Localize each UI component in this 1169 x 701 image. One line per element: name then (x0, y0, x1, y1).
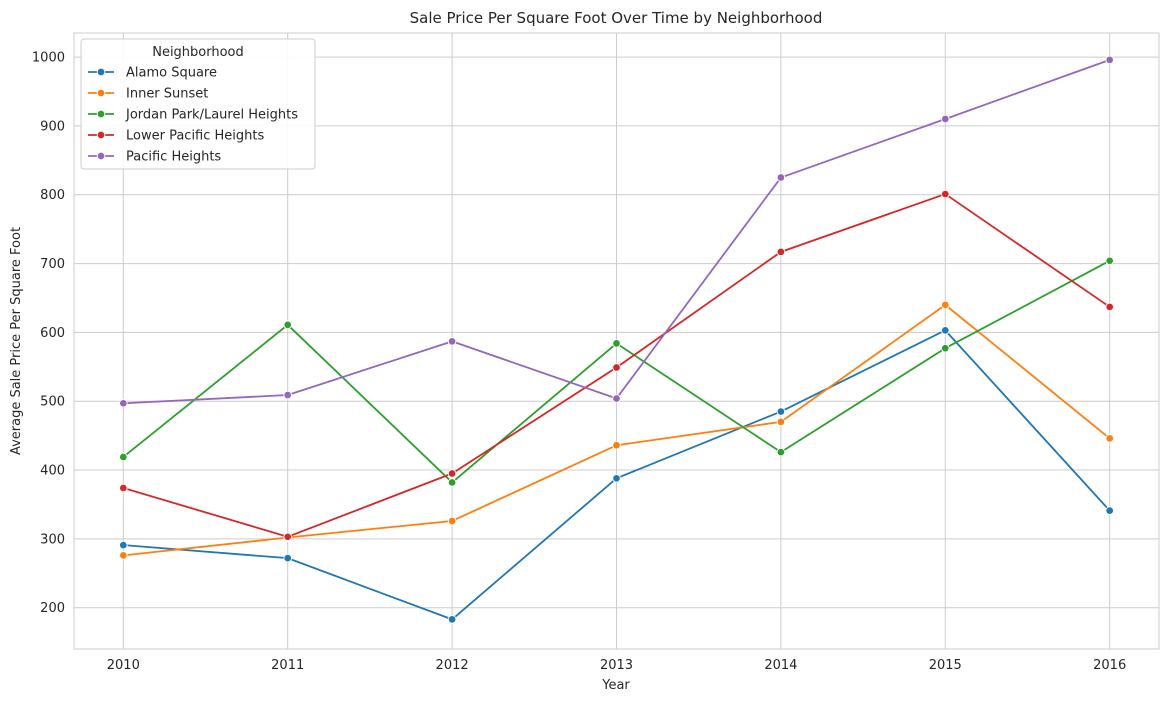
data-point (1105, 434, 1114, 443)
legend-item: Pacific Heights (88, 150, 221, 165)
legend-label: Lower Pacific Heights (126, 129, 264, 144)
data-point (447, 469, 457, 478)
y-tick-label: 900 (40, 119, 65, 134)
legend-item: Jordan Park/Laurel Heights (88, 108, 298, 123)
legend-label: Inner Sunset (126, 87, 208, 102)
data-point (612, 394, 621, 403)
data-point (941, 114, 950, 124)
data-point (612, 441, 621, 450)
legend: Neighborhood Alamo Square Inner Sunset Jor… (80, 38, 316, 170)
series-group (119, 55, 1114, 408)
y-axis-label: Average Sale Price Per Square Foot (9, 227, 24, 455)
x-tick-label: 2016 (1093, 658, 1126, 673)
x-tick-labels: 2010 2011 2012 2013 2014 2015 2016 (107, 658, 1126, 673)
legend-marker (96, 130, 106, 140)
legend-marker (96, 151, 106, 161)
series-group (119, 256, 1114, 487)
data-point (119, 399, 128, 408)
legend-title: Neighborhood (152, 45, 244, 60)
data-point (612, 339, 621, 348)
legend-marker (96, 88, 106, 98)
x-tick-label: 2012 (436, 658, 469, 673)
data-point (119, 452, 128, 462)
legend-item: Lower Pacific Heights (88, 129, 264, 144)
data-point (776, 407, 786, 416)
chart-title: Sale Price Per Square Foot Over Time by … (410, 9, 823, 27)
data-point (941, 189, 950, 199)
legend-label: Pacific Heights (126, 150, 221, 165)
data-point (283, 320, 292, 330)
legend-marker (96, 67, 106, 77)
y-tick-label: 700 (40, 257, 65, 272)
data-point (119, 540, 128, 550)
x-tick-label: 2015 (929, 658, 962, 673)
y-tick-label: 1000 (32, 51, 65, 66)
legend-box (80, 38, 316, 170)
y-tick-label: 300 (40, 532, 65, 547)
series-layer (119, 55, 1114, 624)
x-axis-label: Year (601, 678, 630, 693)
data-point (776, 417, 786, 427)
data-point (119, 551, 128, 560)
data-point (1105, 256, 1114, 266)
data-point (283, 553, 292, 563)
data-point (283, 532, 292, 542)
data-point (447, 516, 457, 526)
data-point (1105, 302, 1114, 312)
data-point (941, 300, 950, 310)
data-point (447, 478, 457, 487)
data-point (119, 483, 128, 493)
x-tick-label: 2010 (107, 658, 140, 673)
data-point (941, 343, 950, 353)
data-point (283, 390, 292, 400)
legend-label: Jordan Park/Laurel Heights (125, 108, 298, 123)
data-point (1105, 506, 1114, 515)
y-tick-label: 800 (40, 188, 65, 203)
y-tick-label: 200 (40, 601, 65, 616)
legend-item: Inner Sunset (88, 87, 208, 102)
series-group (119, 189, 1114, 542)
legend-marker (96, 109, 106, 119)
data-point (447, 615, 457, 624)
x-tick-label: 2011 (271, 658, 304, 673)
legend-item: Alamo Square (88, 66, 217, 81)
data-point (612, 474, 621, 483)
data-point (941, 326, 950, 335)
series-group (119, 326, 1114, 624)
data-point (776, 447, 786, 457)
data-point (447, 337, 457, 346)
y-tick-label: 500 (40, 395, 65, 410)
x-tick-label: 2013 (600, 658, 633, 673)
y-tick-label: 600 (40, 326, 65, 341)
y-tick-label: 400 (40, 464, 65, 479)
y-tick-labels: 200 300 400 500 600 700 800 900 1000 (32, 51, 65, 617)
legend-items: Alamo Square Inner Sunset Jordan Park/Laur… (88, 66, 298, 165)
data-point (612, 363, 621, 372)
data-point (1105, 55, 1114, 65)
legend-label: Alamo Square (126, 66, 217, 81)
data-point (776, 173, 786, 182)
data-point (776, 247, 786, 257)
x-tick-label: 2014 (764, 658, 797, 673)
